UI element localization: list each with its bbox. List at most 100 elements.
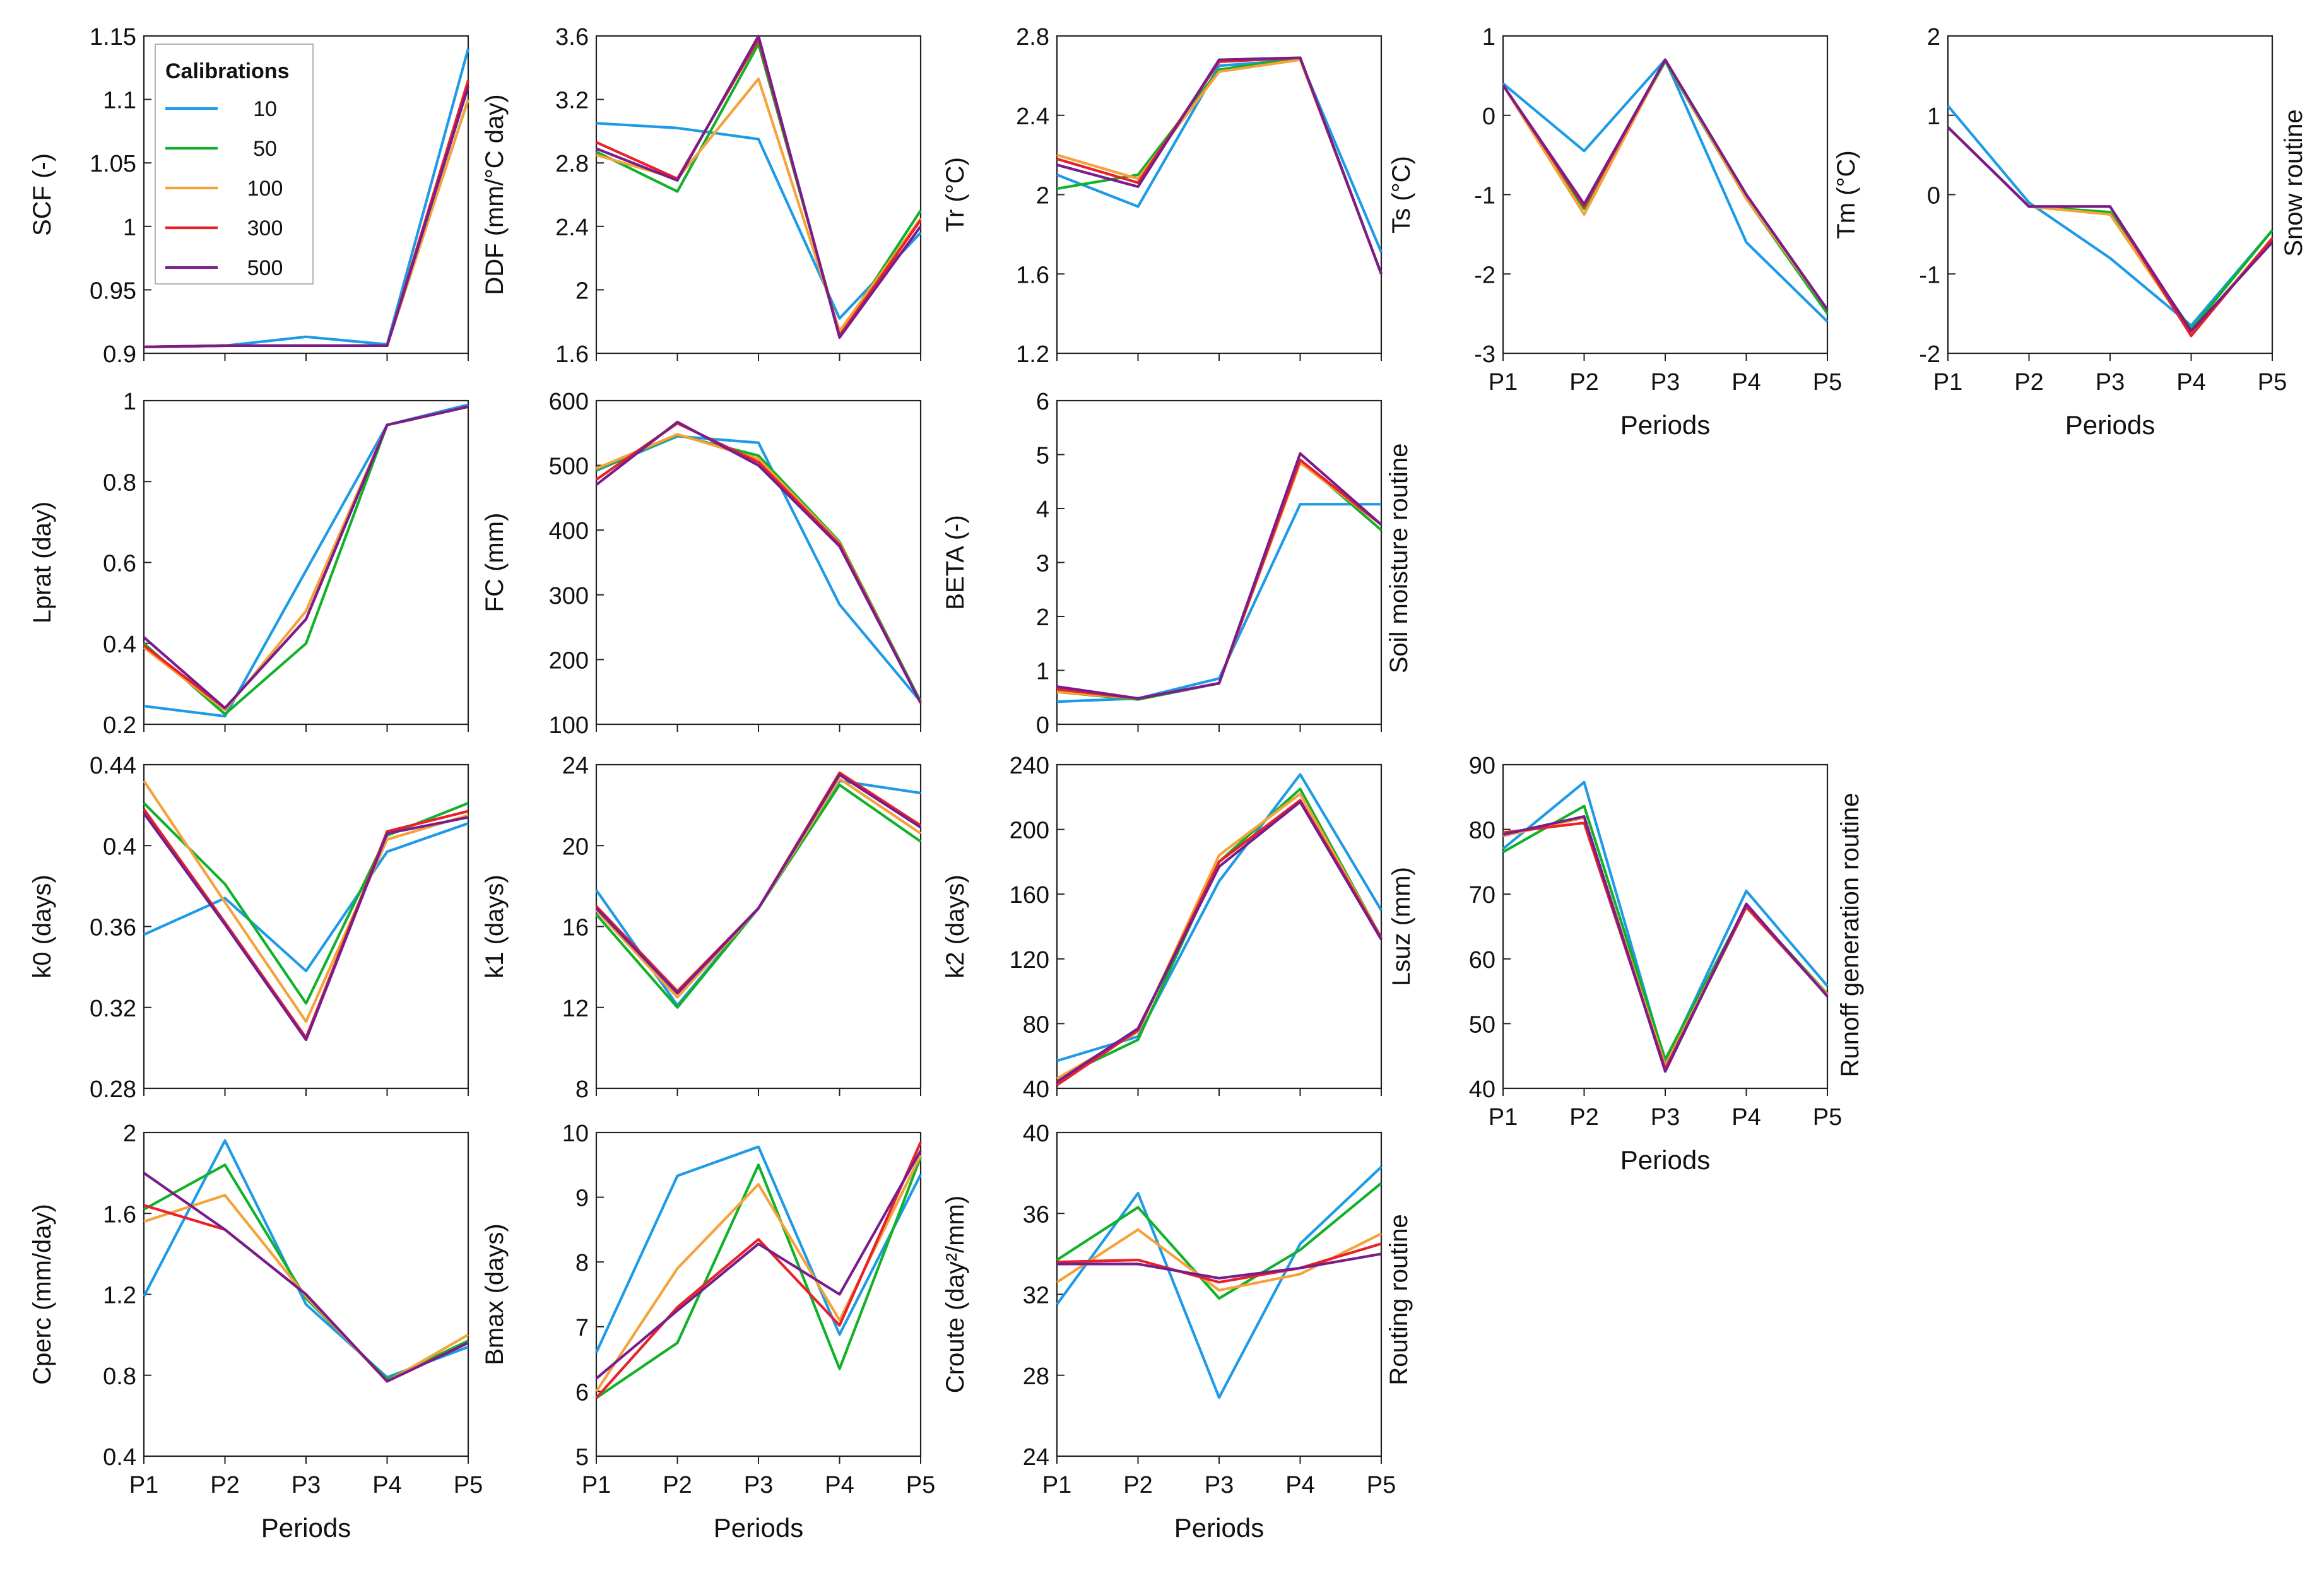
series-line-300 [1056, 458, 1383, 700]
plot-frame [1502, 763, 1829, 1090]
x-tick-label: P2 [1569, 369, 1598, 396]
y-axis-label: SCF (-) [28, 153, 56, 236]
x-tick-label: P2 [2014, 369, 2043, 396]
y-tick-label: 1.6 [555, 341, 589, 368]
y-tick-label: 0.8 [103, 1363, 136, 1390]
x-tick-label: P4 [825, 1472, 854, 1498]
y-tick-label: 1 [1927, 103, 1940, 130]
y-tick-label: 2.4 [555, 215, 589, 241]
y-tick-label: 1.2 [103, 1283, 136, 1309]
plot-frame [1056, 763, 1383, 1090]
series-line-50 [143, 405, 469, 716]
y-tick-label: 1.15 [90, 24, 136, 50]
series-line-500 [595, 1150, 922, 1380]
routine-label: Snow routine [2280, 109, 2308, 256]
series-line-10 [596, 122, 922, 320]
series-line-10 [143, 403, 469, 718]
y-tick-label: 0.6 [103, 551, 136, 577]
panel-13: 0.4 0.8 1.2 1.6 2 P1 P2 P3 P4 P5 Cperc (mm/day) Per… [28, 1121, 483, 1543]
series-line-10 [1056, 773, 1383, 1062]
y-axis-label: FC (mm) [481, 513, 509, 613]
routine-label: Runoff generation routine [1836, 793, 1864, 1078]
series-line-500 [1056, 56, 1383, 274]
y-axis-label: Bmax (days) [481, 1223, 509, 1365]
plot-frame [1056, 1131, 1383, 1457]
y-tick-label: 160 [1010, 882, 1049, 909]
series-line-10 [1056, 58, 1383, 253]
y-tick-label: 5 [1036, 443, 1049, 469]
y-tick-label: 24 [1023, 1444, 1049, 1471]
series-line-300 [143, 405, 469, 710]
series-line-50 [143, 1163, 469, 1381]
routine-label: Routing routine [1385, 1214, 1413, 1385]
y-tick-label: 300 [549, 583, 589, 609]
y-axis-label: Lsuz (mm) [1388, 867, 1415, 986]
y-tick-label: 20 [562, 833, 589, 860]
series-line-50 [1056, 458, 1383, 701]
y-tick-label: 120 [1010, 947, 1049, 974]
series-line-50 [143, 801, 469, 1005]
y-tick-label: 0.95 [90, 278, 136, 304]
y-tick-label: 100 [549, 712, 589, 739]
x-tick-label: P3 [292, 1472, 321, 1498]
y-tick-label: 0.32 [90, 996, 136, 1022]
y-tick-label: 24 [562, 753, 589, 779]
series-line-300 [595, 1141, 922, 1399]
series-line-500 [595, 773, 922, 995]
x-tick-label: P5 [2258, 369, 2287, 396]
panel-12: 40 50 60 70 80 90 P1 P2 P3 P4 P5 Lsuz (mm) Periods [1388, 753, 1842, 1175]
y-tick-label: 3.6 [555, 24, 589, 50]
y-tick-label: 40 [1023, 1076, 1049, 1103]
y-tick-label: 1.2 [1016, 341, 1049, 368]
x-tick-label: P1 [1042, 1472, 1071, 1498]
x-tick-label: P1 [582, 1472, 611, 1498]
y-tick-label: 5 [575, 1444, 589, 1471]
series-line-500 [1056, 452, 1383, 700]
panel-6: 0.2 0.4 0.6 0.8 1 Lprat (day) [28, 389, 469, 739]
y-axis-label: k1 (days) [481, 874, 509, 979]
x-tick-label: P1 [1489, 369, 1518, 396]
y-tick-label: 1.6 [1016, 262, 1049, 288]
series-line-50 [1056, 1182, 1383, 1300]
y-tick-label: 2 [1036, 604, 1049, 631]
y-tick-label: 1.05 [90, 151, 136, 177]
x-tick-label: P5 [1367, 1472, 1396, 1498]
series-line-300 [1947, 126, 2274, 338]
y-tick-label: 0.8 [103, 469, 136, 496]
y-tick-label: 2 [1036, 183, 1049, 209]
y-tick-label: 400 [549, 518, 589, 544]
series-line-100 [595, 777, 922, 999]
x-tick-label: P3 [1651, 369, 1680, 396]
y-tick-label: 80 [1023, 1011, 1049, 1038]
x-tick-label: P5 [906, 1472, 935, 1498]
series-line-10 [1947, 105, 2274, 327]
x-tick-label: P2 [1569, 1104, 1598, 1131]
y-tick-label: 16 [562, 915, 589, 941]
y-tick-label: -1 [1919, 262, 1940, 288]
panel-8: 0 1 2 3 4 5 6 BETA (-) [941, 389, 1383, 739]
y-tick-label: 0 [1482, 103, 1495, 130]
y-tick-label: 3 [1036, 551, 1049, 577]
y-axis-label: Tr (°C) [941, 157, 969, 232]
series-line-50 [596, 433, 922, 703]
panel-14: 5 6 7 8 9 10 P1 P2 P3 P4 P5 Bmax (days) Periods [481, 1121, 935, 1543]
y-tick-label: 4 [1036, 497, 1049, 523]
panel-7: 100 200 300 400 500 600 FC (mm) [481, 389, 922, 739]
series-line-300 [1056, 1242, 1382, 1284]
y-tick-label: 40 [1469, 1076, 1495, 1103]
y-tick-label: 240 [1010, 753, 1049, 779]
panel-15: 24 28 32 36 40 P1 P2 P3 P4 P5 Croute (day²/mm) Peri… [941, 1121, 1396, 1543]
y-tick-label: 50 [1469, 1011, 1495, 1038]
series-line-50 [1502, 804, 1829, 1061]
y-tick-label: 2.8 [1016, 24, 1049, 50]
y-tick-label: 1 [1036, 659, 1049, 685]
series-line-100 [143, 1194, 469, 1383]
y-tick-label: 12 [562, 996, 589, 1022]
y-axis-label: Lprat (day) [28, 502, 56, 623]
routine-label: Soil moisture routine [1385, 444, 1413, 674]
y-tick-label: 600 [549, 389, 589, 415]
panel-5: -2 -1 0 1 2 P1 P2 P3 P4 P5 Tm (°C) Periods [1832, 24, 2287, 440]
x-tick-label: P1 [129, 1472, 158, 1498]
y-tick-label: 500 [549, 454, 589, 480]
